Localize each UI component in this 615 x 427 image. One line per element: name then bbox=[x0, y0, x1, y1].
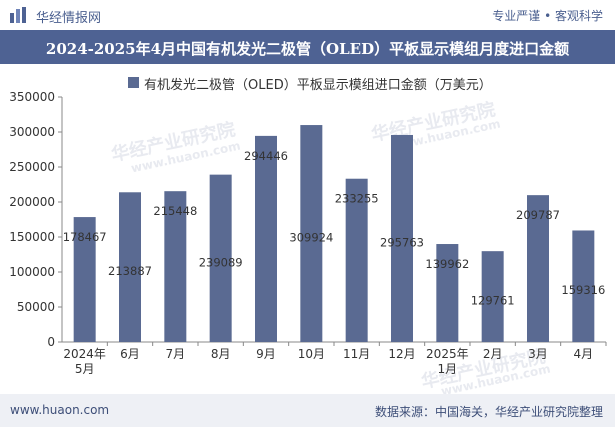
y-tick-label: 50000 bbox=[17, 300, 55, 314]
y-tick-label: 250000 bbox=[9, 160, 55, 174]
data-label: 129761 bbox=[471, 294, 515, 308]
x-tick-label: 2月 bbox=[483, 347, 503, 361]
x-tick-label: 8月 bbox=[211, 347, 231, 361]
bar bbox=[572, 230, 595, 342]
legend-swatch bbox=[128, 77, 139, 88]
y-tick-label: 0 bbox=[47, 335, 55, 349]
x-tick-label: 2024年 bbox=[63, 347, 106, 361]
footer: www.huaon.com 数据来源：中国海关，华经产业研究院整理 bbox=[0, 394, 615, 427]
x-tick-label: 4月 bbox=[574, 347, 594, 361]
bar bbox=[391, 134, 413, 342]
bar-chart: 0 50000 100000 150000 200000 250000 300000 3500… bbox=[9, 90, 607, 376]
data-label: 139962 bbox=[425, 257, 469, 271]
data-label: 295763 bbox=[380, 235, 424, 249]
x-tick-label: 12月 bbox=[388, 347, 415, 361]
data-label: 209787 bbox=[516, 208, 560, 222]
x-tick-label: 7月 bbox=[166, 347, 186, 361]
tagline: 专业严谨 • 客观科学 bbox=[492, 9, 603, 23]
data-label: 159316 bbox=[561, 283, 605, 297]
x-tick-label: 5月 bbox=[75, 362, 95, 376]
bar bbox=[119, 192, 141, 342]
data-label: 213887 bbox=[108, 264, 152, 278]
top-bar: 华经情报网 专业严谨 • 客观科学 bbox=[0, 0, 615, 30]
bar bbox=[300, 125, 323, 343]
x-tick-label: 6月 bbox=[120, 347, 140, 361]
bar bbox=[527, 195, 549, 342]
y-tick-label: 100000 bbox=[9, 265, 55, 279]
y-tick-label: 150000 bbox=[9, 230, 55, 244]
title-bar: 2024-2025年4月中国有机发光二极管（OLED）平板显示模组月度进口金额 bbox=[0, 30, 615, 64]
bar bbox=[164, 191, 187, 342]
x-tick-label: 3月 bbox=[528, 347, 548, 361]
data-label: 239089 bbox=[199, 255, 243, 269]
footer-source: 数据来源：中国海关，华经产业研究院整理 bbox=[374, 405, 603, 419]
bar bbox=[209, 174, 232, 342]
logo-icon bbox=[10, 7, 26, 23]
x-tick-label: 10月 bbox=[298, 347, 325, 361]
y-tick-label: 200000 bbox=[9, 195, 55, 209]
x-tick-label: 2025年 bbox=[426, 347, 469, 361]
data-label: 294446 bbox=[244, 149, 288, 163]
bar bbox=[73, 217, 96, 342]
x-tick-label: 9月 bbox=[256, 347, 276, 361]
x-tick-label: 1月 bbox=[438, 362, 458, 376]
data-label: 178467 bbox=[63, 230, 107, 244]
brand-name: 华经情报网 bbox=[36, 11, 102, 26]
footer-website: www.huaon.com bbox=[10, 403, 110, 417]
y-tick-label: 300000 bbox=[9, 125, 55, 139]
legend-label: 有机发光二极管（OLED）平板显示模组进口金额（万美元） bbox=[144, 78, 492, 93]
bar bbox=[345, 178, 368, 342]
data-label: 309924 bbox=[289, 231, 333, 245]
bar bbox=[481, 251, 504, 342]
bar bbox=[436, 244, 459, 342]
bar bbox=[255, 135, 277, 342]
data-label: 215448 bbox=[153, 204, 197, 218]
chart-title: 2024-2025年4月中国有机发光二极管（OLED）平板显示模组月度进口金额 bbox=[45, 40, 570, 58]
y-tick-label: 350000 bbox=[9, 90, 55, 104]
x-tick-label: 11月 bbox=[343, 347, 370, 361]
data-label: 233255 bbox=[335, 192, 379, 206]
